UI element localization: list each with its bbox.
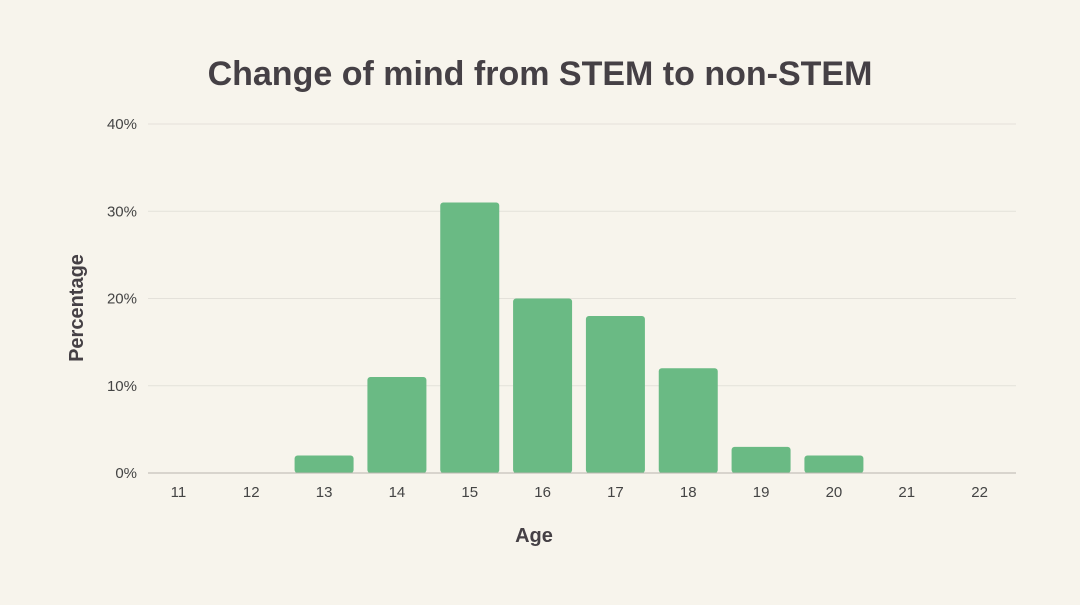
bars [294,202,864,473]
bar-age-13 [294,455,354,473]
x-tick-label: 11 [171,484,187,501]
y-axis-title: Percentage [66,254,88,362]
y-tick-label: 30% [107,203,137,220]
x-tick-label: 20 [826,484,843,501]
bar-age-17 [585,315,645,473]
x-axis-ticks: 11 12 13 14 15 16 17 18 19 20 21 22 [171,484,988,501]
bar-age-19 [731,446,791,473]
bar-age-18 [658,368,718,473]
y-axis-ticks: 0% 10% 20% 30% 40% [107,116,137,482]
y-tick-label: 40% [107,116,137,133]
bar-age-20 [804,455,864,473]
y-tick-label: 0% [115,465,137,482]
x-tick-label: 19 [753,484,770,501]
chart-title: Change of mind from STEM to non-STEM [208,55,873,93]
bar-age-14 [367,377,427,473]
x-tick-label: 12 [243,484,260,501]
x-tick-label: 15 [461,484,478,501]
x-tick-label: 22 [971,484,988,501]
x-tick-label: 17 [607,484,624,501]
bar-age-16 [513,298,573,473]
x-tick-label: 14 [389,484,406,501]
y-tick-label: 10% [107,378,137,395]
bar-age-15 [440,202,500,473]
x-axis-title: Age [515,525,553,547]
gridlines [148,123,1016,387]
x-tick-label: 21 [898,484,915,501]
x-tick-label: 18 [680,484,697,501]
y-tick-label: 20% [107,291,137,308]
x-tick-label: 13 [316,484,333,501]
x-tick-label: 16 [534,484,551,501]
